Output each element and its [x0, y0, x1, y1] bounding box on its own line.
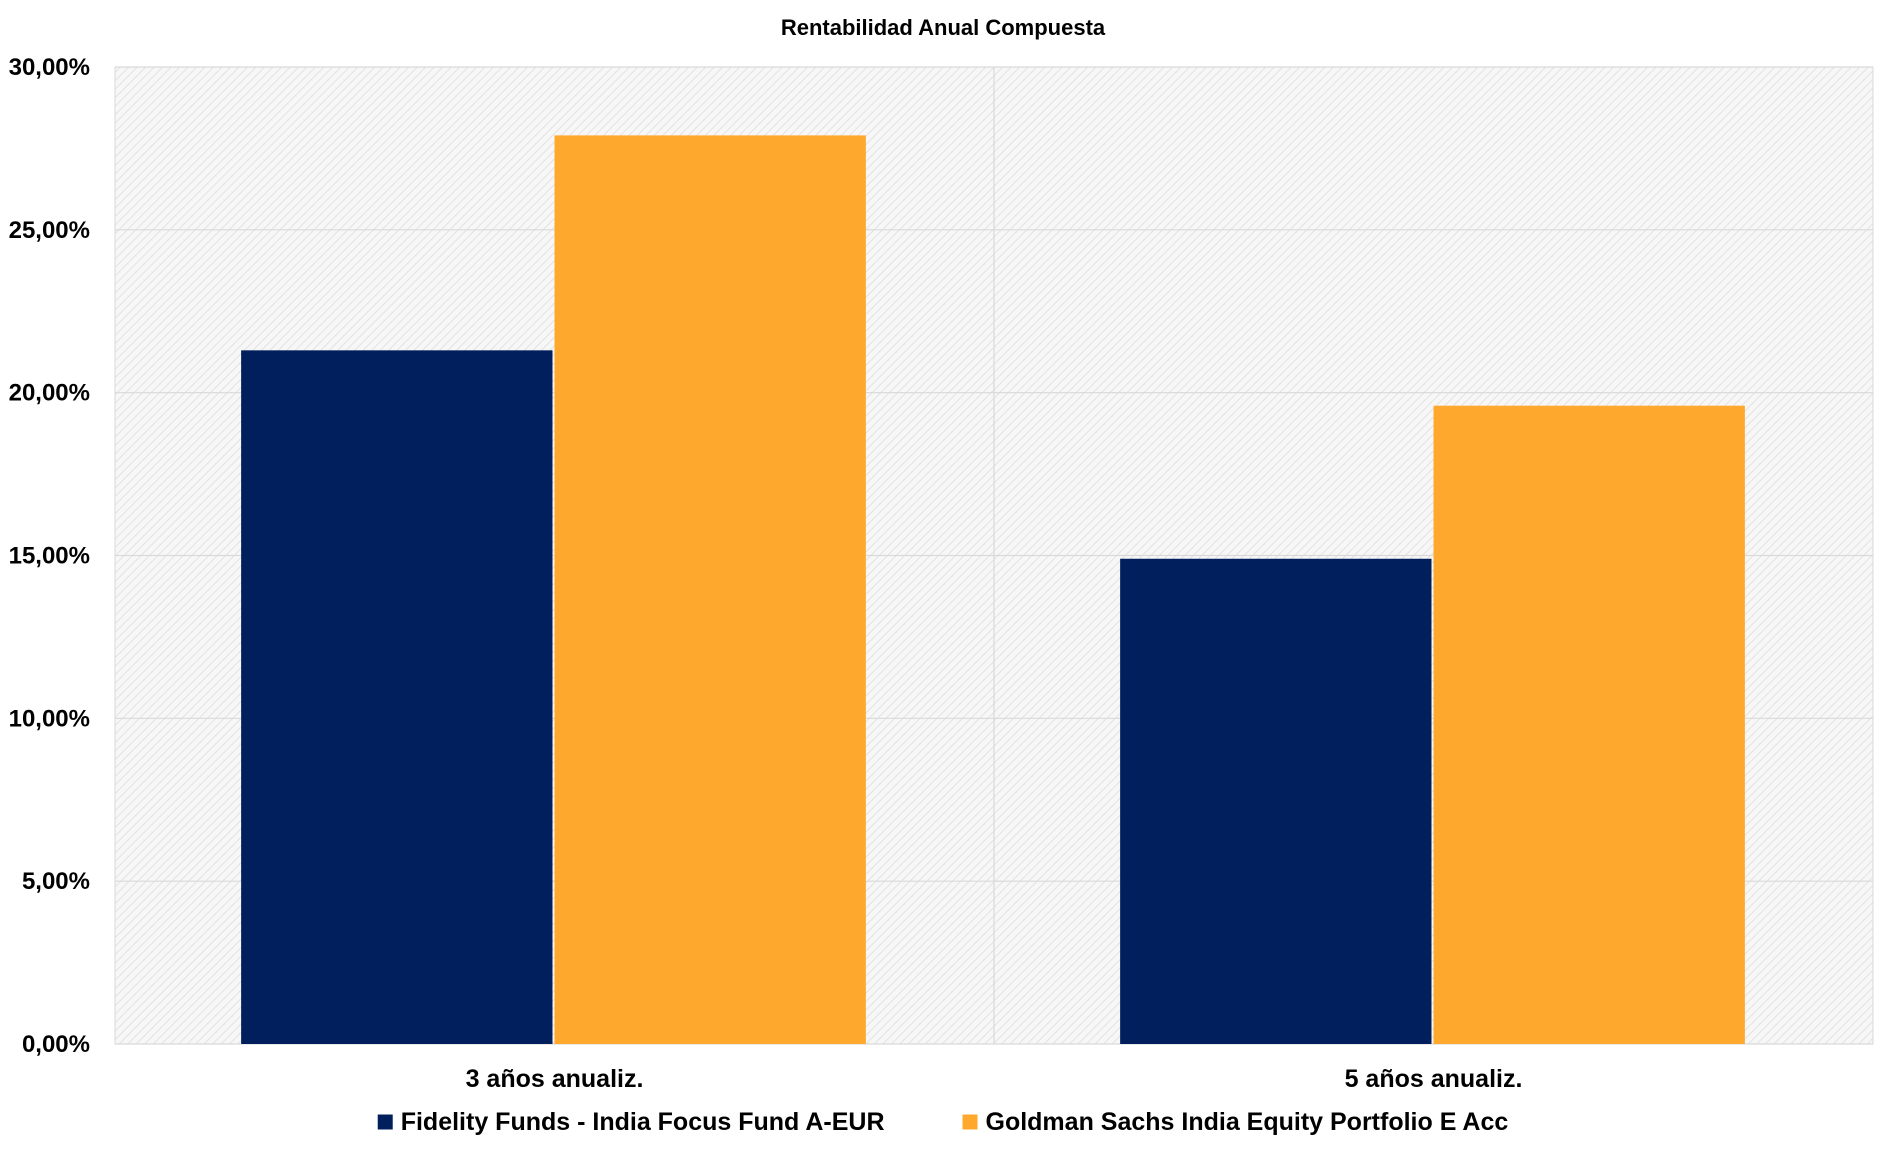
- x-category-label: 5 años anualiz.: [1345, 1065, 1523, 1093]
- bar-goldman-1: [1433, 405, 1745, 1044]
- legend-swatch: [962, 1114, 978, 1130]
- y-tick-label: 25,00%: [9, 217, 90, 244]
- chart-legend: Fidelity Funds - India Focus Fund A-EUR G…: [377, 1108, 1509, 1136]
- y-tick-label: 15,00%: [9, 543, 90, 570]
- y-tick-label: 20,00%: [9, 380, 90, 407]
- legend-swatch: [377, 1114, 393, 1130]
- legend-label: Fidelity Funds - India Focus Fund A-EUR: [401, 1108, 885, 1136]
- legend-label: Goldman Sachs India Equity Portfolio E A…: [986, 1108, 1509, 1136]
- bar-fidelity-0: [241, 350, 553, 1045]
- legend-item: Fidelity Funds - India Focus Fund A-EUR: [377, 1108, 885, 1136]
- chart-title: Rentabilidad Anual Compuesta: [781, 15, 1106, 40]
- x-category-label: 3 años anualiz.: [466, 1065, 644, 1093]
- legend-item: Goldman Sachs India Equity Portfolio E A…: [962, 1108, 1509, 1136]
- y-tick-label: 30,00%: [9, 54, 90, 81]
- y-tick-label: 5,00%: [22, 868, 90, 895]
- y-tick-label: 0,00%: [22, 1031, 90, 1058]
- y-tick-label: 10,00%: [9, 705, 90, 732]
- bar-fidelity-1: [1120, 558, 1432, 1044]
- bar-goldman-0: [554, 135, 866, 1044]
- chart-marks: 3 años anualiz. 5 años anualiz.: [241, 135, 1745, 1093]
